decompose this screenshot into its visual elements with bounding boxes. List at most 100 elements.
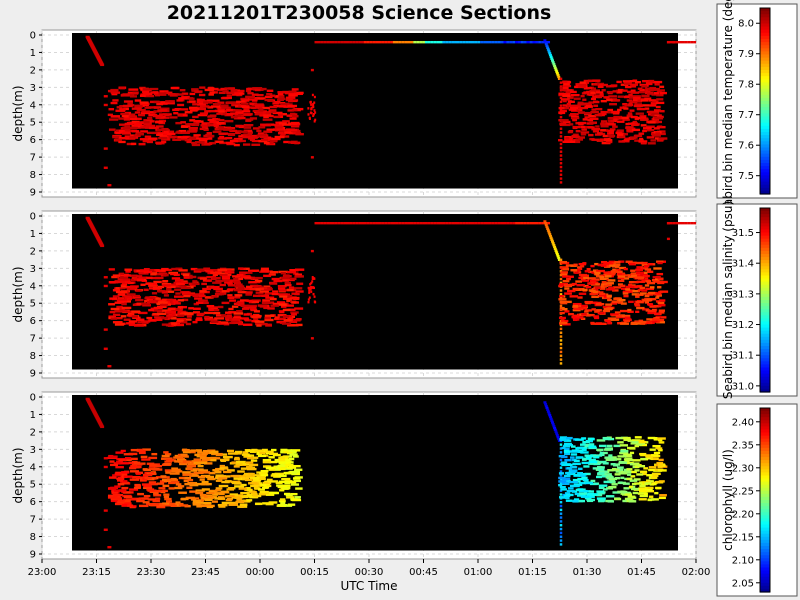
data-segment [272,302,278,306]
data-segment [646,298,653,302]
data-segment [650,139,657,142]
data-segment [213,287,223,291]
data-segment [170,504,177,507]
data-segment [594,316,600,320]
data-segment [265,111,272,115]
data-segment [244,287,254,291]
data-segment [124,135,132,138]
data-segment [158,272,168,275]
data-segment [245,293,253,296]
data-segment [639,484,646,488]
colorbar-step [760,150,770,155]
data-segment [149,87,159,91]
data-segment [606,284,612,287]
data-segment [145,106,156,109]
data-segment [635,276,645,279]
data-segment [107,89,118,93]
data-segment [237,322,244,326]
data-segment [637,492,647,495]
data-segment [121,310,128,313]
data-segment [283,319,292,322]
data-segment [204,504,212,507]
data-segment [203,462,213,465]
colorbar-step [760,244,770,249]
data-segment [559,470,563,473]
colorbar-step [760,241,770,246]
data-segment [559,321,566,325]
data-segment [158,487,166,490]
data-segment [294,292,300,296]
data-segment [201,125,208,129]
data-segment [192,115,199,119]
data-segment [288,94,298,97]
data-segment [226,289,233,292]
data-segment [627,112,633,115]
data-segment [140,269,150,272]
data-segment [127,91,137,95]
data-segment [645,287,655,291]
data-segment [589,289,596,293]
data-segment [559,527,563,531]
data-segment [161,323,172,326]
data-segment [571,134,578,138]
data-segment [127,312,135,316]
data-segment [622,292,629,295]
data-segment [172,108,180,112]
data-segment [155,497,161,500]
data-segment [559,277,563,281]
data-segment [314,301,317,304]
data-segment [226,113,234,116]
data-segment [193,458,202,461]
data-segment [158,299,165,303]
data-segment [649,474,659,477]
data-segment [209,91,215,94]
data-segment [246,489,253,492]
data-segment [559,339,563,342]
data-segment [260,469,269,473]
data-segment [233,92,240,95]
data-segment [577,477,586,481]
data-segment [238,487,247,490]
data-segment [145,282,153,285]
data-segment [103,509,108,512]
data-segment [602,134,611,138]
data-segment [274,126,283,129]
data-segment [310,285,313,289]
data-segment [652,318,660,321]
colorbar-step [760,35,770,40]
data-segment [117,298,128,301]
data-segment [269,491,280,495]
data-segment [290,112,296,116]
data-segment [123,475,133,478]
data-segment [559,127,563,130]
data-segment [648,297,657,301]
data-segment [608,132,614,135]
data-segment [122,500,131,503]
data-segment [659,130,666,133]
data-segment [181,318,192,321]
data-segment [176,320,184,324]
data-segment [636,473,644,476]
data-segment [500,40,504,44]
y-tick-label: 5 [30,480,36,491]
data-segment [111,275,120,279]
data-segment [570,93,580,97]
data-segment [578,492,588,495]
data-segment [559,474,563,477]
data-segment [635,300,644,304]
data-segment [243,113,253,116]
colorbar-step [760,549,770,553]
data-segment [611,271,616,275]
data-segment [366,40,370,44]
data-segment [281,477,291,481]
data-segment [649,305,657,308]
data-segment [276,301,286,304]
data-segment [631,482,637,486]
data-segment [378,221,382,225]
data-segment [223,323,230,326]
data-segment [194,141,205,144]
data-segment [634,436,642,439]
data-segment [118,140,126,144]
data-segment [588,437,593,441]
data-segment [203,301,209,305]
